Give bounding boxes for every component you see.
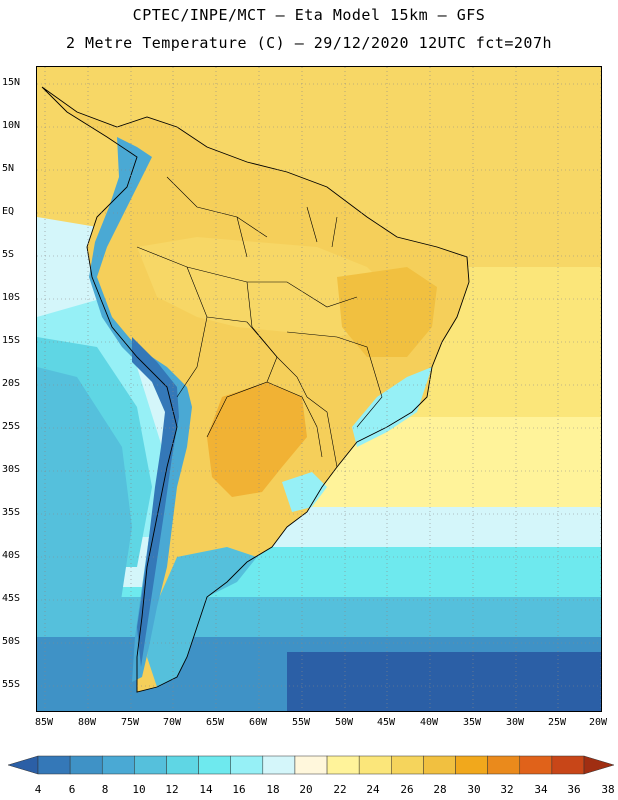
ocean-cooler <box>37 597 601 637</box>
colorbar-tick-label: 26 <box>400 783 414 796</box>
colorbar-segment <box>198 755 231 775</box>
lat-label: 10N <box>2 120 21 131</box>
colorbar-tick-label: 32 <box>500 783 514 796</box>
lon-label: 55W <box>291 717 311 728</box>
lon-label: 45W <box>376 717 396 728</box>
colorbar-tick-label: 18 <box>266 783 280 796</box>
lat-label: 15S <box>2 335 21 346</box>
colorbar-segment <box>69 755 103 775</box>
lon-label: 60W <box>248 717 268 728</box>
colorbar-segment <box>551 755 585 775</box>
lat-label: 55S <box>2 679 21 690</box>
country-borders <box>136 176 383 468</box>
colorbar-tick-label: 6 <box>68 783 76 796</box>
colorbar-tick-label: 36 <box>567 783 581 796</box>
lat-label: 10S <box>2 292 21 303</box>
lon-label: 30W <box>505 717 525 728</box>
lat-label: 30S <box>2 464 21 475</box>
colorbar-segment <box>326 755 360 775</box>
colorbar-segment <box>262 755 296 775</box>
colorbar-arrow-high <box>583 755 615 775</box>
patagonia-cool <box>147 547 257 687</box>
colorbar-tick-label: 20 <box>299 783 313 796</box>
colorbar-tick-label: 24 <box>366 783 380 796</box>
colorbar-tick-label: 16 <box>232 783 246 796</box>
southeast-brazil-cool <box>352 367 432 447</box>
colorbar-segment <box>423 755 456 775</box>
colorbar-segment <box>519 755 553 775</box>
chaco-hot-core <box>207 382 307 497</box>
colorbar-tick-label: 30 <box>467 783 481 796</box>
lon-label: 20W <box>588 717 608 728</box>
colorbar-segment <box>134 755 167 775</box>
pacific-deep-band <box>37 367 132 627</box>
colorbar-tick-label: 38 <box>601 783 615 796</box>
lat-label: 40S <box>2 550 21 561</box>
lat-label: EQ <box>2 206 15 217</box>
map-subtitle: 2 Metre Temperature (C) – 29/12/2020 12U… <box>65 34 553 52</box>
lon-label: 80W <box>77 717 97 728</box>
colorbar-segment <box>391 755 424 775</box>
map-canvas <box>37 67 601 711</box>
lon-label: 25W <box>547 717 567 728</box>
coastline <box>41 86 470 693</box>
colorbar-segment <box>37 755 71 775</box>
lon-label: 50W <box>334 717 354 728</box>
temperature-map <box>36 66 602 712</box>
colorbar-arrow-low <box>7 755 39 775</box>
temperature-colorbar <box>7 755 615 775</box>
colorbar-segment <box>230 755 264 775</box>
lon-label: 65W <box>205 717 225 728</box>
lon-label: 75W <box>120 717 140 728</box>
lat-label: 5N <box>2 163 15 174</box>
lat-label: 50S <box>2 636 21 647</box>
lon-label: 40W <box>419 717 439 728</box>
andes-ridge <box>89 137 192 682</box>
colorbar-tick-label: 28 <box>433 783 447 796</box>
colorbar-tick-label: 8 <box>101 783 109 796</box>
colorbar-tick-label: 34 <box>534 783 548 796</box>
colorbar-segment <box>455 755 488 775</box>
map-title: CPTEC/INPE/MCT – Eta Model 15km – GFS <box>132 6 486 24</box>
amazon-basin <box>137 237 397 337</box>
colorbar-segment <box>166 755 199 775</box>
colorbar-tick-label: 12 <box>165 783 179 796</box>
colorbar-segment <box>487 755 521 775</box>
lon-label: 85W <box>34 717 54 728</box>
lon-label: 70W <box>162 717 182 728</box>
ocean-coldest <box>287 652 601 711</box>
colorbar-tick-label: 10 <box>132 783 146 796</box>
lat-label: 25S <box>2 421 21 432</box>
lon-label: 35W <box>462 717 482 728</box>
colorbar-segment <box>358 755 392 775</box>
lat-label: 20S <box>2 378 21 389</box>
lat-label: 45S <box>2 593 21 604</box>
rio-plata-cool <box>282 472 327 512</box>
lat-label: 15N <box>2 77 21 88</box>
colorbar-tick-label: 22 <box>333 783 347 796</box>
lat-label: 35S <box>2 507 21 518</box>
colorbar-tick-label: 14 <box>199 783 213 796</box>
colorbar-segment <box>101 755 135 775</box>
lat-label: 5S <box>2 249 15 260</box>
colorbar-segment <box>294 755 328 775</box>
colorbar-tick-label: 4 <box>34 783 42 796</box>
andes-high-core <box>132 337 179 667</box>
